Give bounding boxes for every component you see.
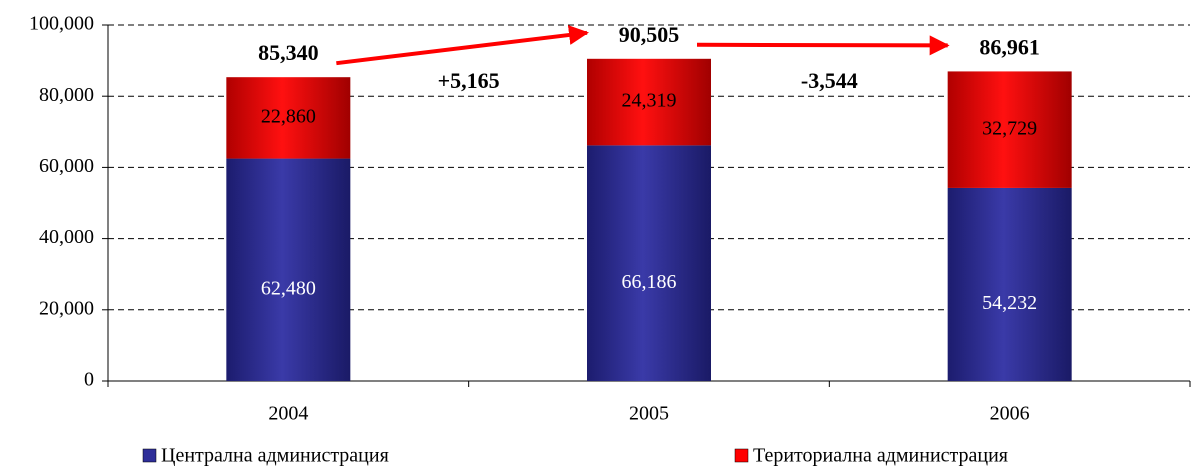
y-tick-label: 60,000 (39, 155, 94, 177)
legend-label: Териториална администрация (753, 445, 1008, 467)
y-tick-label: 80,000 (39, 84, 94, 106)
total-label: 90,505 (619, 22, 680, 47)
bar-segment (587, 145, 711, 381)
bar-segment (226, 158, 351, 381)
y-tick-label: 20,000 (39, 297, 94, 319)
data-label: 62,480 (261, 277, 316, 299)
change-label: +5,165 (438, 68, 500, 93)
total-label: 85,340 (258, 40, 319, 65)
x-tick-label: 2005 (629, 403, 669, 425)
legend-swatch (142, 448, 157, 463)
x-tick-label: 2004 (268, 403, 308, 425)
y-tick-label: 100,000 (29, 13, 94, 35)
bar-segment (226, 77, 351, 159)
data-label: 24,319 (622, 90, 677, 112)
bar-segment (947, 71, 1072, 188)
bar-segment (587, 58, 711, 146)
change-arrow (696, 35, 950, 56)
data-label: 22,860 (261, 105, 316, 127)
data-label: 54,232 (982, 292, 1037, 314)
y-tick-label: 0 (84, 369, 94, 391)
y-tick-label: 40,000 (39, 226, 94, 248)
legend-label: Централна администрация (161, 445, 389, 467)
change-label: -3,544 (801, 68, 858, 93)
legend-swatch (734, 448, 749, 463)
change-arrow (336, 25, 589, 66)
bar-segment (947, 187, 1072, 381)
x-tick-label: 2006 (990, 403, 1030, 425)
data-label: 32,729 (982, 117, 1037, 139)
data-label: 66,186 (622, 271, 677, 293)
total-label: 86,961 (979, 34, 1040, 59)
